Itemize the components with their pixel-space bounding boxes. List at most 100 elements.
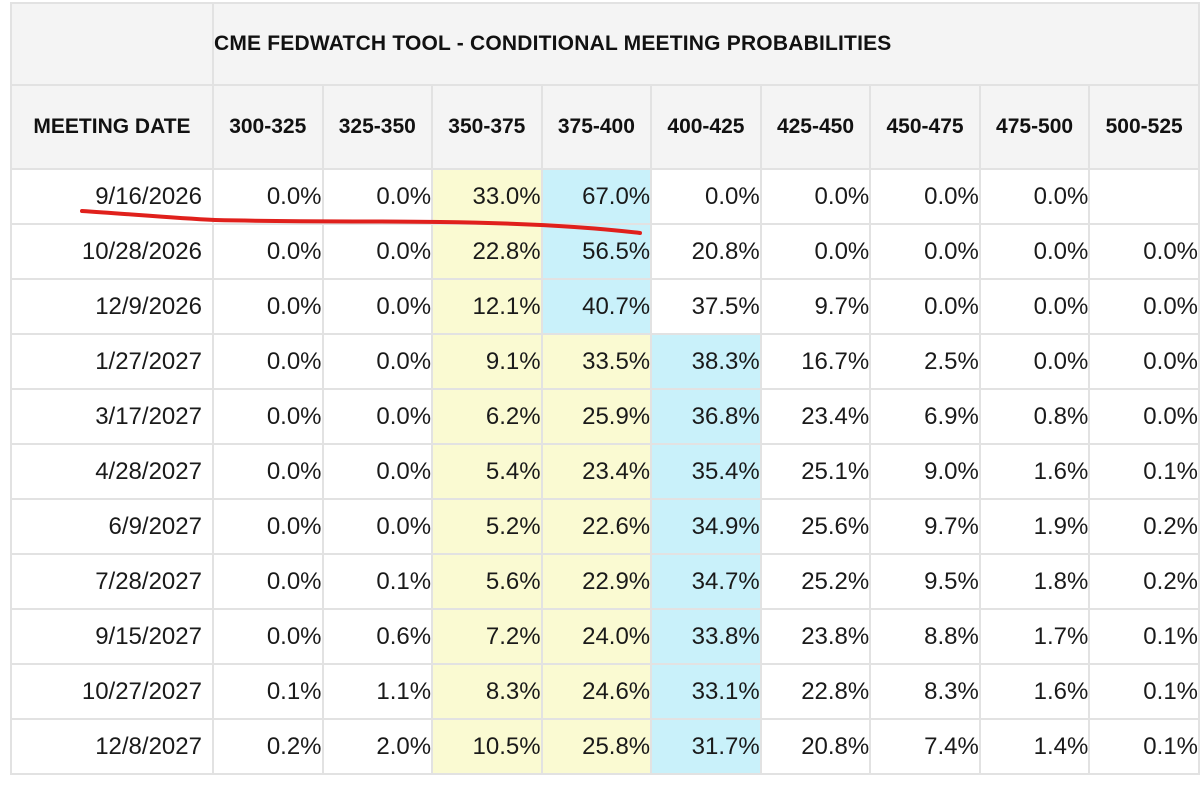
table-row: 1/27/2027 0.0% 0.0% 9.1% 33.5% 38.3% 16.7% 2.5%…	[10, 333, 1200, 390]
table-body: 9/16/2026 0.0% 0.0% 33.0% 67.0% 0.0% 0.0% 0.0% 0…	[10, 168, 1200, 775]
probability-cell: 23.4%	[759, 388, 872, 445]
rate-range-header: 425-450	[759, 84, 872, 170]
probability-cell: 0.0%	[211, 333, 324, 390]
probability-cell: 0.0%	[650, 168, 762, 225]
probability-cell: 0.0%	[1088, 278, 1200, 335]
probability-cell: 35.4%	[650, 443, 762, 500]
probability-cell: 67.0%	[540, 168, 653, 225]
probability-cell: 0.0%	[211, 168, 324, 225]
probability-cell: 1.6%	[978, 663, 1091, 720]
probability-cell: 0.0%	[1088, 388, 1200, 445]
table-title: CME FEDWATCH TOOL - CONDITIONAL MEETING …	[211, 2, 1200, 86]
probability-cell: 0.8%	[978, 388, 1091, 445]
probability-cell: 0.0%	[211, 608, 324, 665]
probability-cell: 0.0%	[211, 388, 324, 445]
meeting-date-cell: 12/8/2027	[10, 718, 214, 775]
probability-cell: 7.4%	[869, 718, 981, 775]
rate-range-header: 325-350	[321, 84, 434, 170]
rate-range-header: 350-375	[431, 84, 543, 170]
probability-cell: 0.0%	[759, 168, 872, 225]
probability-cell: 36.8%	[650, 388, 762, 445]
probability-cell: 0.0%	[321, 443, 434, 500]
meeting-date-cell: 6/9/2027	[10, 498, 214, 555]
probability-cell: 2.5%	[869, 333, 981, 390]
rate-range-header: 475-500	[978, 84, 1091, 170]
probability-cell: 0.1%	[1088, 608, 1200, 665]
meeting-date-cell: 4/28/2027	[10, 443, 214, 500]
meeting-date-cell: 10/27/2027	[10, 663, 214, 720]
probability-cell: 16.7%	[759, 333, 872, 390]
probability-cell: 23.8%	[759, 608, 872, 665]
probability-cell: 0.0%	[869, 278, 981, 335]
table-row: 10/28/2026 0.0% 0.0% 22.8% 56.5% 20.8% 0.0% 0.0…	[10, 223, 1200, 280]
probability-cell: 0.0%	[321, 498, 434, 555]
probability-cell: 9.0%	[869, 443, 981, 500]
probability-cell: 25.6%	[759, 498, 872, 555]
probability-cell: 0.1%	[1088, 718, 1200, 775]
probability-cell: 0.0%	[978, 278, 1091, 335]
probability-cell: 2.0%	[321, 718, 434, 775]
table-row: 10/27/2027 0.1% 1.1% 8.3% 24.6% 33.1% 22.8% 8.3…	[10, 663, 1200, 720]
probability-cell: 6.2%	[431, 388, 543, 445]
probability-cell: 9.7%	[869, 498, 981, 555]
probability-cell: 0.0%	[978, 168, 1091, 225]
probability-cell: 1.9%	[978, 498, 1091, 555]
probability-cell: 12.1%	[431, 278, 543, 335]
probability-cell: 23.4%	[540, 443, 653, 500]
probability-cell: 8.3%	[431, 663, 543, 720]
probability-cell: 34.9%	[650, 498, 762, 555]
table-row: 7/28/2027 0.0% 0.1% 5.6% 22.9% 34.7% 25.2% 9.5%…	[10, 553, 1200, 610]
probability-cell: 37.5%	[650, 278, 762, 335]
probability-cell: 0.1%	[1088, 443, 1200, 500]
probability-cell: 0.2%	[1088, 553, 1200, 610]
probability-cell: 0.6%	[321, 608, 434, 665]
meeting-date-cell: 9/16/2026	[10, 168, 214, 225]
probability-cell: 56.5%	[540, 223, 653, 280]
probability-cell: 0.1%	[321, 553, 434, 610]
meeting-date-cell: 12/9/2026	[10, 278, 214, 335]
probability-cell: 0.0%	[321, 223, 434, 280]
rate-range-header: 400-425	[650, 84, 762, 170]
rate-range-header: 500-525	[1088, 84, 1200, 170]
probability-cell: 22.9%	[540, 553, 653, 610]
probability-cell: 1.6%	[978, 443, 1091, 500]
rate-range-header: 300-325	[211, 84, 324, 170]
probability-cell: 9.5%	[869, 553, 981, 610]
probability-cell: 1.1%	[321, 663, 434, 720]
fedwatch-probability-table: CME FEDWATCH TOOL - CONDITIONAL MEETING …	[10, 2, 1200, 775]
probability-cell: 25.9%	[540, 388, 653, 445]
probability-cell: 34.7%	[650, 553, 762, 610]
probability-cell: 0.0%	[211, 278, 324, 335]
meeting-date-cell: 9/15/2027	[10, 608, 214, 665]
probability-cell: 9.7%	[759, 278, 872, 335]
meeting-date-header: MEETING DATE	[10, 84, 214, 170]
probability-cell: 8.8%	[869, 608, 981, 665]
probability-cell: 33.0%	[431, 168, 543, 225]
meeting-date-cell: 3/17/2027	[10, 388, 214, 445]
probability-cell: 0.0%	[211, 223, 324, 280]
rate-range-header: 450-475	[869, 84, 981, 170]
probability-cell: 1.8%	[978, 553, 1091, 610]
probability-cell: 22.6%	[540, 498, 653, 555]
probability-cell: 8.3%	[869, 663, 981, 720]
probability-cell: 38.3%	[650, 333, 762, 390]
probability-cell: 1.4%	[978, 718, 1091, 775]
probability-cell: 33.1%	[650, 663, 762, 720]
corner-cell	[10, 2, 214, 86]
title-row: CME FEDWATCH TOOL - CONDITIONAL MEETING …	[10, 2, 1200, 86]
table-row: 9/15/2027 0.0% 0.6% 7.2% 24.0% 33.8% 23.8% 8.8%…	[10, 608, 1200, 665]
probability-cell: 0.0%	[321, 278, 434, 335]
probability-cell: 0.1%	[1088, 663, 1200, 720]
table-row: 6/9/2027 0.0% 0.0% 5.2% 22.6% 34.9% 25.6% 9.7% 1…	[10, 498, 1200, 555]
probability-cell: 6.9%	[869, 388, 981, 445]
probability-cell: 0.0%	[321, 388, 434, 445]
probability-cell: 0.0%	[321, 333, 434, 390]
probability-cell: 0.0%	[869, 168, 981, 225]
probability-cell: 31.7%	[650, 718, 762, 775]
column-header-row: MEETING DATE 300-325 325-350 350-375 375-400…	[10, 84, 1200, 170]
probability-cell: 25.8%	[540, 718, 653, 775]
probability-cell: 0.0%	[978, 223, 1091, 280]
table-row: 3/17/2027 0.0% 0.0% 6.2% 25.9% 36.8% 23.4% 6.9%…	[10, 388, 1200, 445]
probability-cell: 10.5%	[431, 718, 543, 775]
table-row: 9/16/2026 0.0% 0.0% 33.0% 67.0% 0.0% 0.0% 0.0% 0…	[10, 168, 1200, 225]
